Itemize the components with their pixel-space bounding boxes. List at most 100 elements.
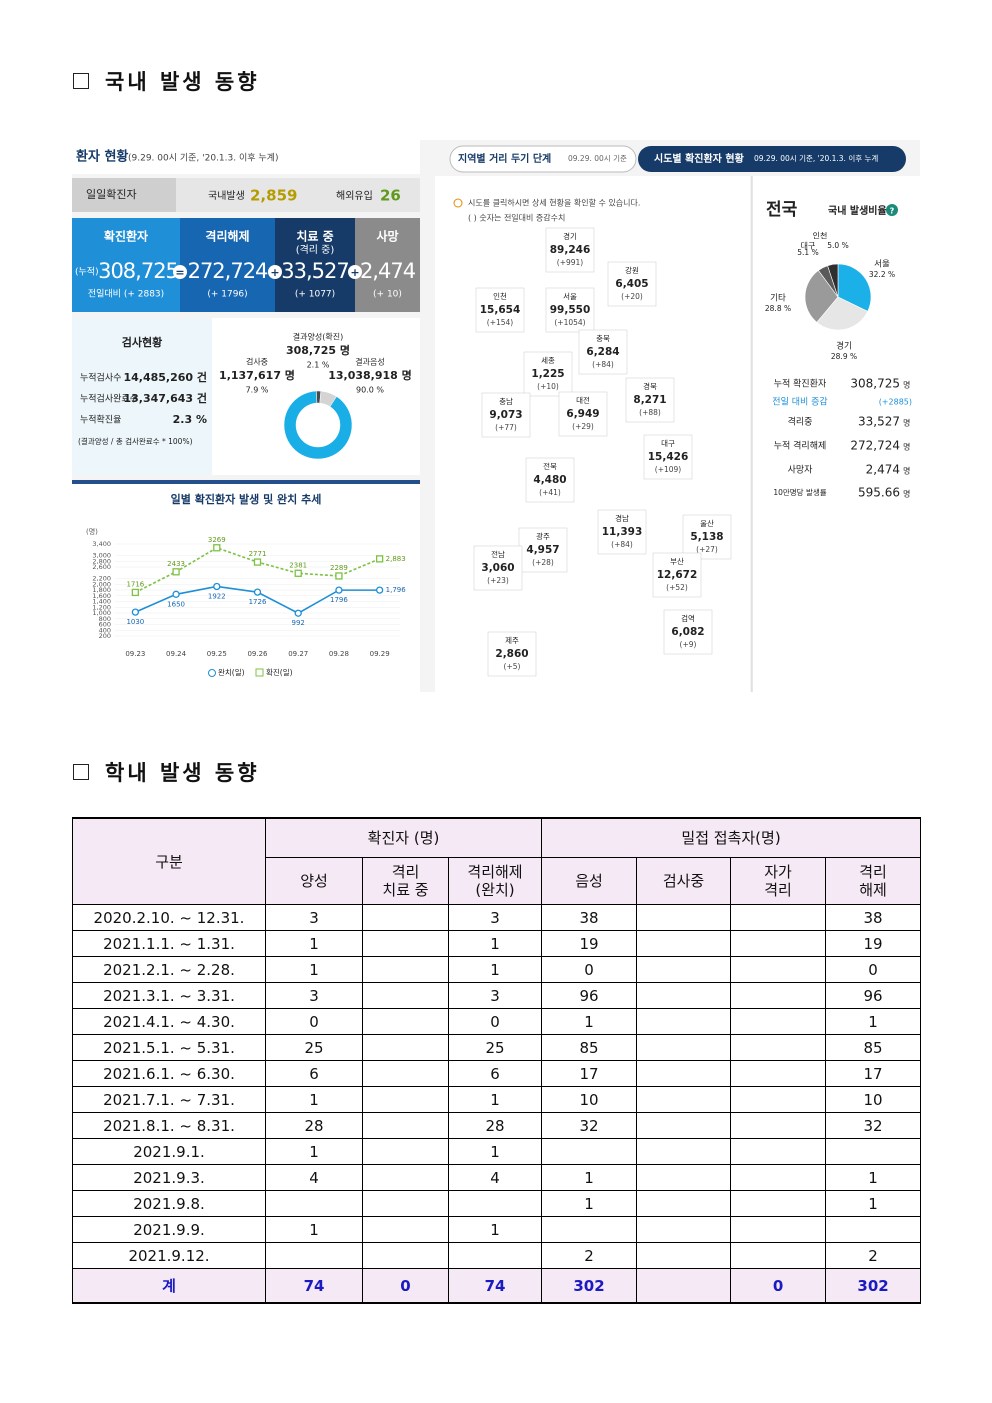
region-box[interactable] [578,329,628,375]
table-cell [730,982,827,1009]
card-value: 308,725 [98,259,178,283]
region-box[interactable] [652,552,702,598]
region-value: 9,073 [489,409,522,421]
label: 결과양성(확진) [293,332,343,342]
table-cell: 0 [362,1268,449,1304]
table-cell [636,956,732,983]
table-cell [730,1216,827,1243]
x-tick-label: 09.23 [125,650,145,658]
data-label: 2433 [167,560,185,568]
region-box[interactable] [682,514,732,560]
region-box[interactable] [523,351,573,397]
table-cell: 74 [447,1268,543,1304]
y-tick-label: 600 [99,621,111,629]
point-marker [335,572,343,580]
region-box[interactable] [545,227,595,273]
stat-label: 10만명당 발생률 [773,487,826,497]
y-tick-label: 200 [99,632,111,640]
table-cell [541,1138,638,1165]
region-change: (+27) [696,545,718,554]
table-row: 2021.1.1. ~ 1.31. 1 1 19 19 [72,930,922,957]
region-box[interactable] [475,287,525,333]
data-label: 3269 [208,536,226,544]
table-cell: 1 [541,1190,638,1217]
card [180,218,275,312]
region-value: 2,860 [495,648,528,660]
table-cell [362,1086,449,1113]
table-cell [636,1060,732,1087]
tab2 [638,146,906,172]
table-cell [362,982,449,1009]
region-change: (+154) [487,318,514,327]
table-cell: 25 [265,1034,363,1061]
daily-label-box [72,178,176,212]
total-row: 계 74 0 74 302 0 302 [72,1268,922,1304]
label: 28.9 % [831,352,857,361]
table-cell: 85 [825,1034,922,1061]
table-cell: 17 [825,1060,922,1087]
table-cell: 1 [265,956,363,983]
table-cell [825,1216,922,1243]
y-tick-label: 1,400 [92,598,111,606]
data-label: 1726 [249,598,267,606]
card-value: 2,474 [360,259,416,283]
table-cell: 3 [265,982,363,1009]
table-cell [362,1242,449,1269]
data-label: 2,883 [386,555,406,563]
point-marker [375,555,384,563]
region-box[interactable] [558,391,608,437]
table-cell: 2020.2.10. ~ 12.31. [72,904,266,931]
daily-value: 26 [380,187,401,205]
region-name: 경기 [563,231,577,241]
table-cell: 4 [265,1164,363,1191]
y-tick-label: 1,200 [92,603,111,611]
region-box[interactable] [525,457,575,503]
region-box[interactable] [625,377,675,423]
region-box[interactable] [607,261,657,307]
table-cell [362,1138,449,1165]
region-box[interactable] [597,509,647,555]
stat-value: 595.66 [858,486,900,500]
region-change: (+77) [495,423,517,432]
table-cell [636,1216,732,1243]
card-value: 272,724 [188,259,268,283]
label: 해외유입 [336,189,373,202]
card-label: 격리해제 [205,229,249,244]
region-box[interactable] [663,609,713,655]
region-box[interactable] [473,545,523,591]
region-box[interactable] [487,631,537,677]
table-cell: 1 [265,1138,363,1165]
operator-circle [173,265,187,279]
region-value: 89,246 [550,244,591,256]
region-box[interactable] [643,434,693,480]
region-box[interactable] [545,287,595,333]
table-cell [362,1190,449,1217]
label: (누적) [75,266,99,278]
stat-value: 308,725 [850,377,900,391]
table-cell [636,1112,732,1139]
region-box[interactable] [518,527,568,573]
table-cell [362,1216,449,1243]
header-row: 양성 격리 치료 중 격리해제 (완치) 음성 검사중 자가 격리 격리 해제 [73,857,922,905]
label: 명 [903,380,910,390]
table-cell: 1 [541,1008,638,1035]
region-box[interactable] [481,392,531,438]
table-cell [730,1112,827,1139]
label: 대구 [801,242,816,251]
y-tick-label: 800 [99,615,111,623]
status-basis: (9.29. 00시 기준, '20.1.3. 이후 누계) [128,152,278,164]
label: 누적검사완료수 [80,393,138,405]
table-row: 2021.6.1. ~ 6.30. 6 6 17 17 [72,1060,922,1087]
header-cell: 확진자 (명) [264,817,543,858]
checkbox-icon [73,73,89,89]
legend-label: 확진(일) [266,667,293,677]
region-change: (+23) [487,576,509,585]
region-change: (+29) [572,422,594,431]
label: (격리 중) [296,243,335,256]
label: 국내 발생비율 [828,204,887,217]
label: (결과양성 / 총 검사완료수 * 100%) [78,436,193,446]
table-cell: 0 [825,956,922,983]
pie-segment [827,263,839,298]
table-cell: 2021.9.1. [72,1138,266,1165]
